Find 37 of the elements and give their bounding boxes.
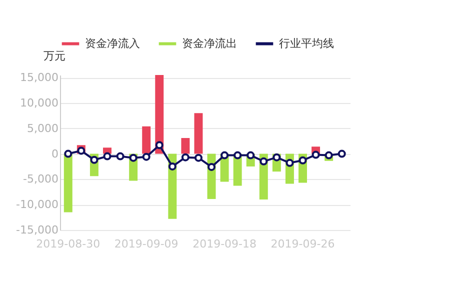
y-tick-label: -5,000 [23,172,58,186]
point [116,152,124,160]
point [129,154,138,162]
point [168,162,176,170]
y-tick-label: 15,000 [20,71,58,84]
point [286,158,294,167]
point [90,156,98,164]
bar [181,138,190,154]
point [324,151,333,160]
y-tick-label: 10,000 [20,96,58,110]
point [103,152,112,160]
bar [194,113,203,154]
point [312,150,320,159]
point [298,156,307,164]
point [194,154,202,162]
legend-label: 行业平均线 [279,36,334,50]
y-axis-title: 万元 [44,50,66,62]
point [181,153,190,162]
point [142,152,150,161]
point [338,150,346,158]
point [272,153,281,162]
point [208,162,216,171]
y-tick-label: 0 [52,147,58,160]
bar [155,75,164,154]
y-tick-label: -15,000 [16,224,58,236]
bar [64,154,72,212]
y-tick-label: 5,000 [27,122,58,135]
y-tick-label: -10,000 [16,198,58,212]
point [246,151,255,160]
point [260,157,268,166]
point [220,151,229,160]
point [155,141,164,150]
bar [142,126,151,154]
legend-label: 资金净流入 [85,36,140,50]
point [64,150,72,158]
legend-label: 资金净流出 [182,36,237,50]
point [234,151,242,160]
